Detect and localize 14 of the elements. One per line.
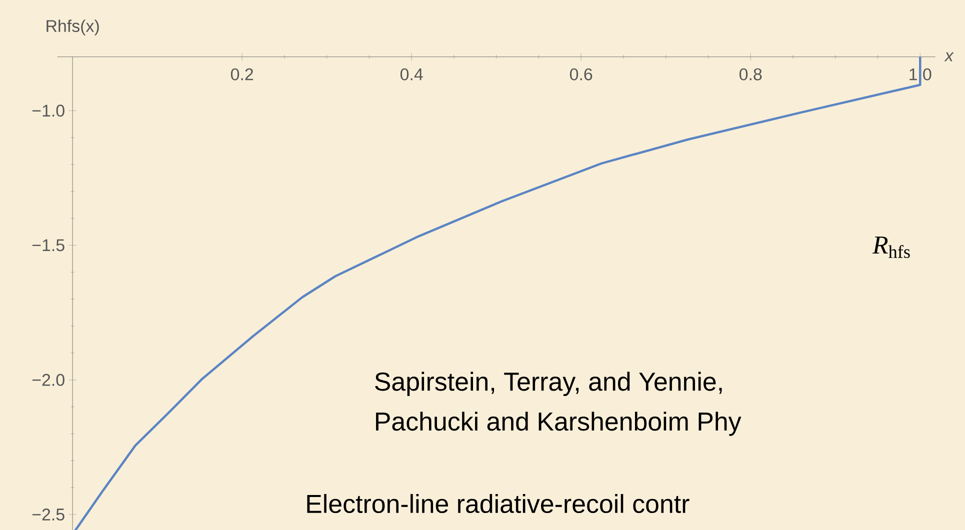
annotation: Sapirstein, Terray, and Yennie,	[375, 372, 722, 396]
y-tick-label: −2.0	[32, 374, 64, 386]
y-tick-label: −1.5	[32, 239, 64, 251]
annotation: R$_{hfs}$	[872, 236, 910, 258]
x-tick-label: 0.8	[740, 68, 762, 80]
annotation: Electron-line radiative-recoil contr	[307, 494, 690, 513]
x-axis-title: x	[944, 52, 954, 62]
x-tick-label: 0.2	[230, 68, 254, 80]
y-tick-label: −1.0	[32, 104, 64, 116]
y-tick-label: −2.5	[32, 508, 64, 520]
annotation: Pachucki and Karshenboim Phy	[376, 411, 742, 436]
y-axis-title: Rhfs(x)	[46, 19, 99, 36]
x-tick-label: 0.4	[400, 68, 423, 80]
x-tick-label: 0.6	[570, 68, 592, 80]
